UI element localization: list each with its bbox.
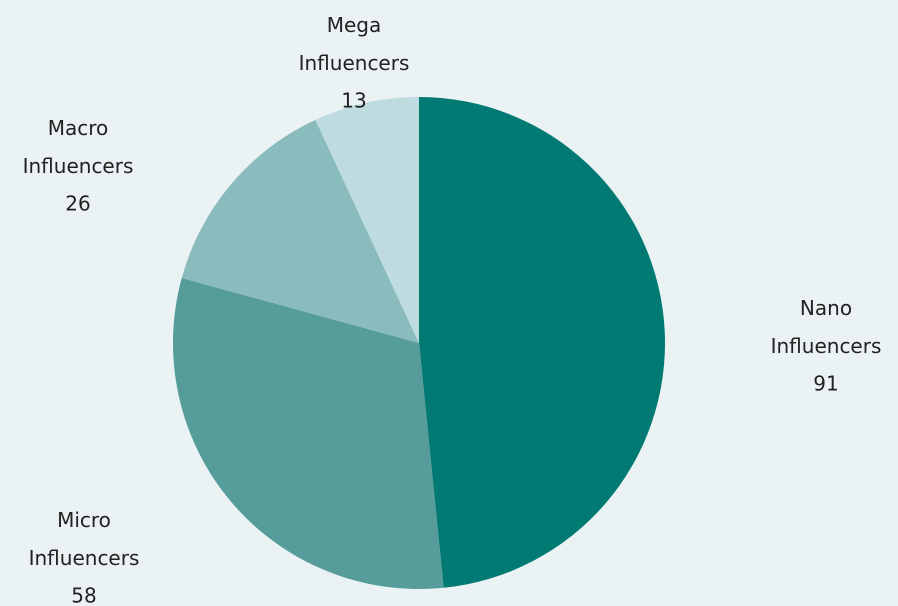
value-label: 13 — [341, 89, 366, 113]
category-label: Micro Influencers — [29, 508, 140, 570]
value-label: 26 — [65, 192, 90, 216]
category-label: Nano Influencers — [771, 296, 882, 358]
category-label: Mega Influencers — [299, 13, 410, 75]
slice-label: Nano Influencers 91 — [771, 296, 882, 396]
slice-label: Macro Influencers 26 — [23, 116, 134, 216]
pie-slice — [181, 119, 419, 343]
pie-slice — [315, 97, 419, 343]
category-label: Macro Influencers — [23, 116, 134, 178]
pie-slice — [172, 278, 444, 589]
slice-label: Micro Influencers 58 — [29, 508, 140, 606]
slice-label: Mega Influencers 13 — [299, 13, 410, 113]
value-label: 91 — [813, 372, 838, 396]
pie-slice — [419, 97, 665, 588]
value-label: 58 — [71, 584, 96, 606]
